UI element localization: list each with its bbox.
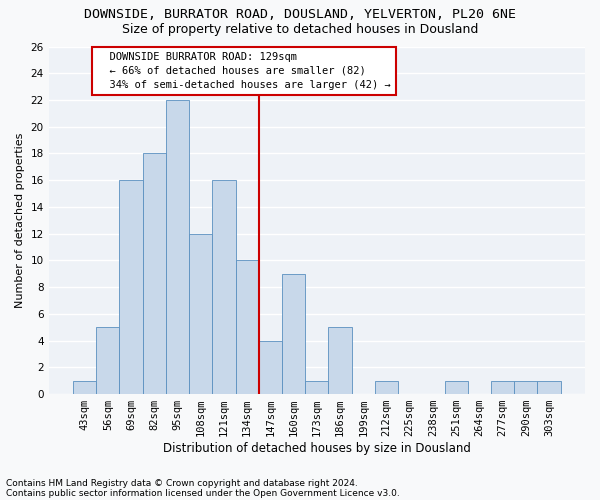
Bar [96,327,119,394]
Bar [445,380,468,394]
Bar [73,380,96,394]
Bar [282,274,305,394]
Bar [259,340,282,394]
Bar [143,154,166,394]
Text: DOWNSIDE, BURRATOR ROAD, DOUSLAND, YELVERTON, PL20 6NE: DOWNSIDE, BURRATOR ROAD, DOUSLAND, YELVE… [84,8,516,20]
Bar [514,380,538,394]
Text: DOWNSIDE BURRATOR ROAD: 129sqm
  ← 66% of detached houses are smaller (82)
  34%: DOWNSIDE BURRATOR ROAD: 129sqm ← 66% of … [97,52,391,90]
X-axis label: Distribution of detached houses by size in Dousland: Distribution of detached houses by size … [163,442,471,455]
Bar [189,234,212,394]
Text: Contains public sector information licensed under the Open Government Licence v3: Contains public sector information licen… [6,488,400,498]
Bar [328,327,352,394]
Bar [538,380,560,394]
Bar [236,260,259,394]
Bar [491,380,514,394]
Bar [305,380,328,394]
Bar [212,180,236,394]
Y-axis label: Number of detached properties: Number of detached properties [15,132,25,308]
Text: Contains HM Land Registry data © Crown copyright and database right 2024.: Contains HM Land Registry data © Crown c… [6,478,358,488]
Text: Size of property relative to detached houses in Dousland: Size of property relative to detached ho… [122,22,478,36]
Bar [119,180,143,394]
Bar [375,380,398,394]
Bar [166,100,189,394]
